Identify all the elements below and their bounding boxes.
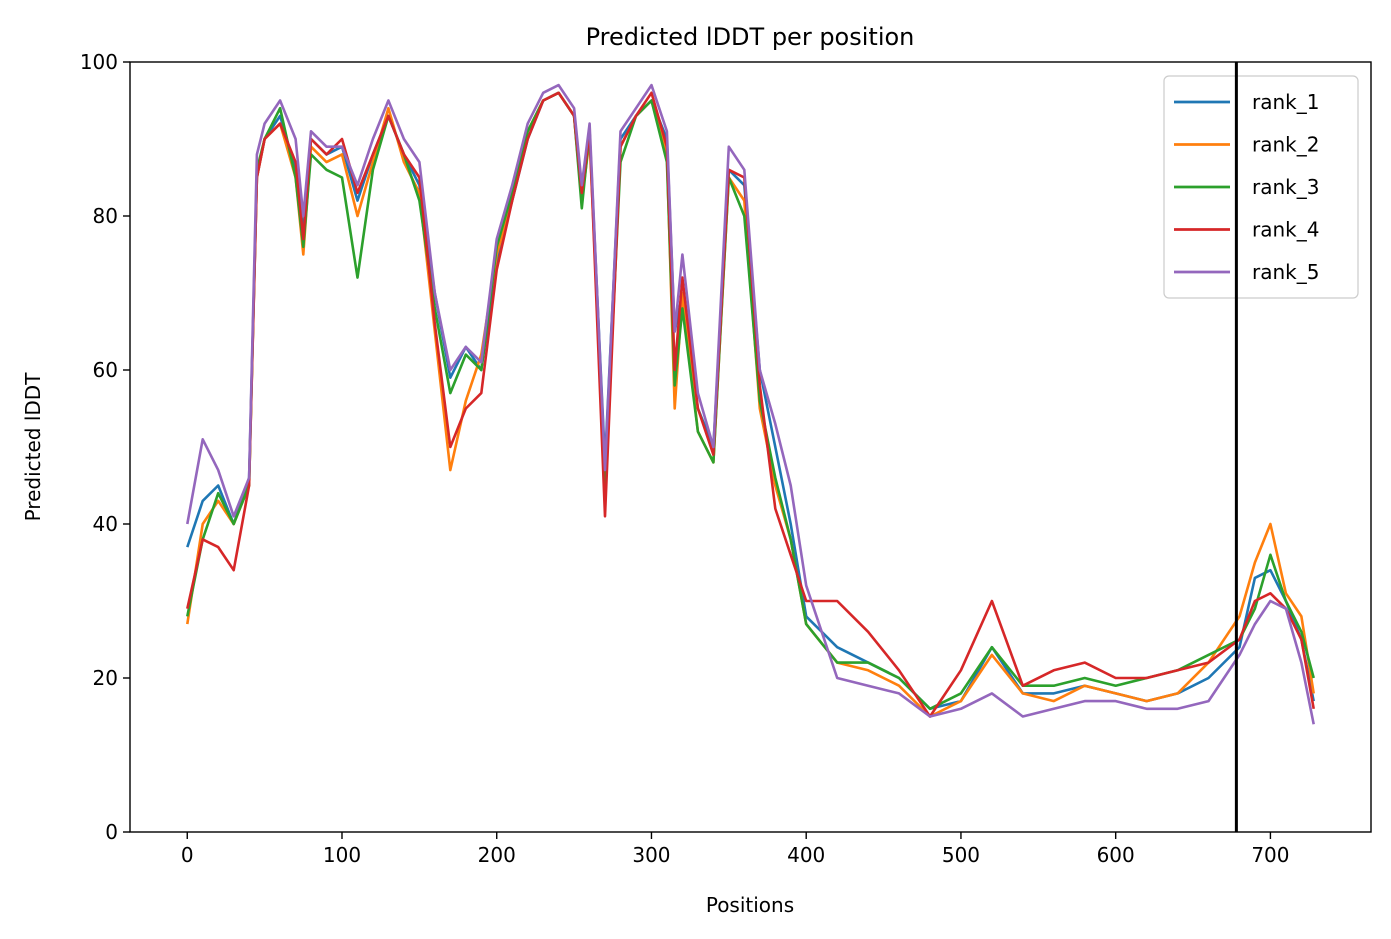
- x-tick-label: 300: [632, 843, 670, 867]
- legend-box: [1163, 75, 1359, 299]
- y-tick-label: 60: [93, 358, 118, 382]
- x-axis-ticks: 0 100 200 300 400 500 600 700: [181, 832, 1290, 867]
- series-line-rank-3: [186, 91, 1315, 711]
- y-tick-label: 20: [93, 666, 118, 690]
- legend-label: rank_1: [1252, 90, 1319, 114]
- y-tick-label: 80: [93, 204, 118, 228]
- x-tick-label: 600: [1097, 843, 1135, 867]
- x-tick-label: 700: [1251, 843, 1289, 867]
- plot-area: 0 100 200 300 400 500 600 700 0 20 40 60 80 100: [80, 50, 1372, 867]
- x-tick-label: 500: [942, 843, 980, 867]
- y-tick-label: 0: [105, 820, 118, 844]
- series-lines: [186, 83, 1315, 725]
- series-line-rank-5: [186, 83, 1315, 725]
- legend: rank_1 rank_2 rank_3 rank_4 rank_5: [1163, 75, 1359, 299]
- legend-label: rank_4: [1252, 218, 1319, 242]
- legend-label: rank_2: [1252, 133, 1319, 157]
- x-tick-label: 200: [478, 843, 516, 867]
- legend-label: rank_5: [1252, 260, 1319, 284]
- chart-title: Predicted lDDT per position: [586, 23, 915, 51]
- y-axis-ticks: 0 20 40 60 80 100: [80, 50, 130, 844]
- series-line-rank-4: [186, 91, 1315, 718]
- x-tick-label: 0: [181, 843, 194, 867]
- y-tick-label: 100: [80, 50, 118, 74]
- x-axis-label: Positions: [706, 893, 794, 917]
- x-tick-label: 100: [323, 843, 361, 867]
- legend-label: rank_3: [1252, 175, 1319, 199]
- x-tick-label: 400: [787, 843, 825, 867]
- y-tick-label: 40: [93, 512, 118, 536]
- y-axis-label: Predicted lDDT: [21, 372, 45, 522]
- plot-frame: [129, 61, 1372, 833]
